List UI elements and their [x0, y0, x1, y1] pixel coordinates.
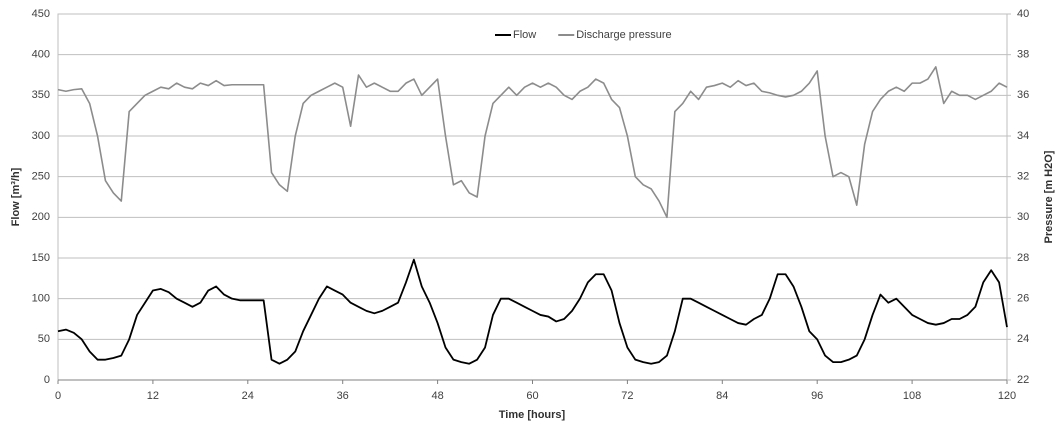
y2-tick-label: 40 — [1017, 8, 1029, 20]
y-tick-label: 350 — [32, 89, 50, 101]
y2-tick-label: 26 — [1017, 293, 1029, 305]
x-tick-label: 36 — [337, 390, 349, 402]
y-tick-label: 300 — [32, 130, 50, 142]
y2-tick-label: 32 — [1017, 171, 1029, 183]
x-tick-label: 72 — [621, 390, 633, 402]
x-tick-label: 12 — [147, 390, 159, 402]
y2-tick-label: 36 — [1017, 89, 1029, 101]
y-tick-label: 150 — [32, 252, 50, 264]
x-tick-label: 0 — [55, 390, 61, 402]
legend-label: Flow — [513, 29, 536, 41]
x-tick-label: 108 — [903, 390, 921, 402]
legend-label: Discharge pressure — [576, 29, 671, 41]
y2-tick-label: 28 — [1017, 252, 1029, 264]
x-tick-label: 120 — [998, 390, 1016, 402]
x-tick-label: 84 — [716, 390, 728, 402]
y-tick-label: 400 — [32, 49, 50, 61]
y2-tick-label: 22 — [1017, 374, 1029, 386]
y-tick-label: 450 — [32, 8, 50, 20]
y-tick-label: 250 — [32, 171, 50, 183]
y-axis-title: Flow [m³/h] — [10, 167, 22, 226]
y2-tick-label: 38 — [1017, 49, 1029, 61]
x-tick-label: 24 — [242, 390, 254, 402]
series-line — [57, 258, 1008, 365]
y-tick-label: 50 — [38, 333, 50, 345]
x-tick-label: 60 — [526, 390, 538, 402]
plot-frame — [57, 13, 1008, 381]
series-line — [57, 66, 1008, 219]
y2-tick-label: 34 — [1017, 130, 1029, 142]
y2-tick-label: 24 — [1017, 333, 1029, 345]
y-tick-label: 200 — [32, 211, 50, 223]
y-tick-label: 100 — [32, 293, 50, 305]
x-axis-title: Time [hours] — [499, 409, 566, 421]
x-tick-label: 96 — [811, 390, 823, 402]
x-tick-label: 48 — [431, 390, 443, 402]
y2-tick-label: 30 — [1017, 211, 1029, 223]
y2-axis-title: Pressure [m H2O] — [1043, 150, 1055, 243]
y-tick-label: 0 — [44, 374, 50, 386]
